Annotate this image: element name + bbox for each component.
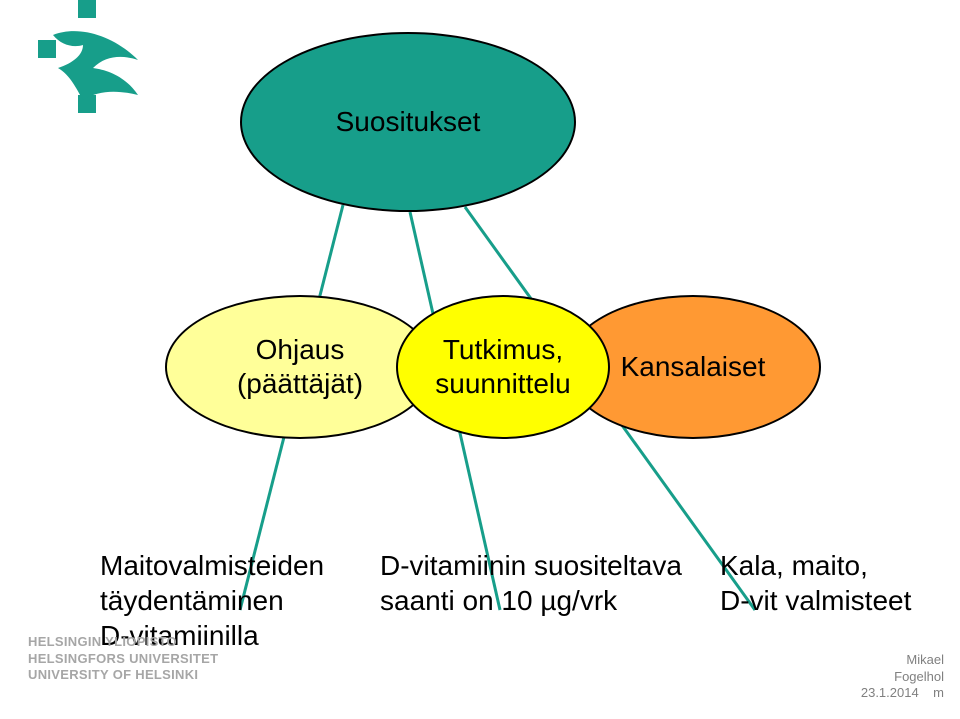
node-suositukset: Suositukset [240, 32, 576, 212]
footer-author-line3: m [933, 685, 944, 700]
footer-author-line1: Mikael [861, 652, 944, 668]
footer-author-date: Mikael Fogelhol 23.1.2014 m [861, 652, 944, 701]
node-kansalaiset-label: Kansalaiset [611, 350, 776, 384]
node-ohjaus-label: Ohjaus(päättäjät) [227, 333, 373, 400]
footer-org-line3: UNIVERSITY OF HELSINKI [28, 667, 218, 683]
node-tutkimus: Tutkimus,suunnittelu [396, 295, 610, 439]
bottom-label-dvitamiini: D-vitamiinin suositeltavasaanti on 10 µg… [380, 548, 682, 618]
node-ohjaus: Ohjaus(päättäjät) [165, 295, 435, 439]
footer-date: 23.1.2014 [861, 685, 919, 700]
footer-org-line2: HELSINGFORS UNIVERSITET [28, 651, 218, 667]
footer-author-line2: Fogelhol [861, 669, 944, 685]
node-suositukset-label: Suositukset [326, 105, 491, 139]
footer-org-line1: HELSINGIN YLIOPISTO [28, 634, 218, 650]
slide: Suositukset Kansalaiset Ohjaus(päättäjät… [0, 0, 960, 719]
node-tutkimus-label: Tutkimus,suunnittelu [425, 333, 580, 400]
bottom-label-kala: Kala, maito,D-vit valmisteet [720, 548, 911, 618]
footer-organization: HELSINGIN YLIOPISTO HELSINGFORS UNIVERSI… [28, 634, 218, 683]
